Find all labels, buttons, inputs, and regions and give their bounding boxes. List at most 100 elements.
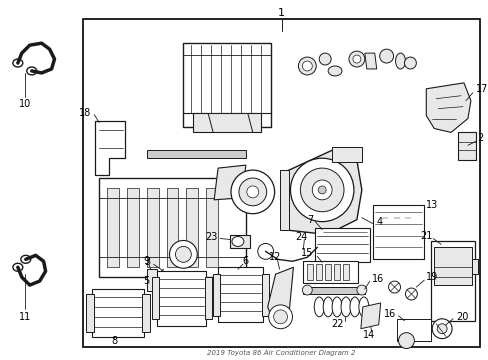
Bar	[213, 274, 220, 316]
Bar	[325, 264, 330, 280]
Ellipse shape	[340, 297, 350, 317]
Ellipse shape	[246, 186, 258, 198]
Bar	[316, 264, 322, 280]
Ellipse shape	[314, 297, 324, 317]
Ellipse shape	[318, 186, 325, 194]
Ellipse shape	[169, 240, 197, 268]
Ellipse shape	[27, 67, 37, 75]
Ellipse shape	[298, 57, 316, 75]
Ellipse shape	[323, 297, 332, 317]
Ellipse shape	[13, 263, 23, 271]
Bar	[306, 264, 313, 280]
Text: 19: 19	[426, 272, 438, 282]
Ellipse shape	[327, 66, 341, 76]
Text: 16: 16	[371, 274, 383, 284]
Ellipse shape	[379, 49, 393, 63]
Bar	[142, 294, 149, 332]
Text: 20: 20	[455, 312, 468, 322]
Ellipse shape	[290, 158, 353, 222]
Ellipse shape	[257, 243, 273, 259]
Bar	[333, 264, 339, 280]
Ellipse shape	[239, 178, 266, 206]
Polygon shape	[364, 53, 376, 69]
Ellipse shape	[349, 297, 359, 317]
Polygon shape	[208, 113, 252, 132]
Ellipse shape	[331, 297, 341, 317]
Text: 3: 3	[144, 257, 150, 267]
Text: 12: 12	[269, 252, 281, 262]
Ellipse shape	[398, 333, 413, 348]
Ellipse shape	[312, 180, 331, 200]
Ellipse shape	[358, 297, 368, 317]
Polygon shape	[426, 83, 470, 132]
Text: 17: 17	[475, 84, 487, 94]
Bar	[146, 188, 158, 267]
Bar	[396, 319, 430, 341]
Bar	[107, 188, 119, 267]
Ellipse shape	[273, 310, 287, 324]
Ellipse shape	[302, 61, 312, 71]
Text: 7: 7	[306, 215, 313, 225]
Bar	[471, 259, 477, 274]
Polygon shape	[360, 303, 380, 329]
Text: 4: 4	[376, 217, 382, 227]
Text: 2019 Toyota 86 Air Conditioner Diagram 2: 2019 Toyota 86 Air Conditioner Diagram 2	[207, 350, 355, 356]
Ellipse shape	[388, 281, 400, 293]
Bar	[315, 228, 369, 262]
Bar	[183, 43, 270, 127]
Ellipse shape	[268, 305, 292, 329]
Bar	[433, 247, 471, 285]
Text: 21: 21	[419, 230, 431, 240]
Bar	[303, 261, 357, 283]
Ellipse shape	[436, 324, 446, 334]
Ellipse shape	[13, 59, 23, 67]
Bar	[146, 150, 245, 158]
Bar	[218, 267, 262, 322]
Ellipse shape	[319, 53, 330, 65]
Ellipse shape	[431, 319, 451, 339]
Bar	[205, 277, 212, 319]
Text: 6: 6	[243, 256, 248, 266]
Bar	[186, 188, 198, 267]
Bar	[146, 269, 156, 291]
Ellipse shape	[352, 55, 360, 63]
Ellipse shape	[395, 53, 405, 69]
Text: 24: 24	[294, 231, 306, 242]
Bar	[430, 242, 474, 321]
Ellipse shape	[21, 255, 31, 263]
Bar	[206, 188, 218, 267]
Ellipse shape	[302, 285, 312, 295]
Text: 13: 13	[426, 200, 438, 210]
Text: 22: 22	[330, 319, 343, 329]
Text: 9: 9	[143, 256, 149, 266]
Text: 5: 5	[143, 276, 149, 286]
Text: 15: 15	[301, 248, 313, 258]
Bar	[83, 19, 479, 347]
Bar	[92, 289, 143, 337]
Bar	[457, 132, 475, 160]
Ellipse shape	[231, 237, 244, 247]
Ellipse shape	[356, 285, 366, 295]
Ellipse shape	[230, 170, 274, 214]
Bar	[261, 274, 268, 316]
Ellipse shape	[404, 57, 415, 69]
Bar	[151, 277, 158, 319]
Ellipse shape	[175, 247, 191, 262]
Bar	[331, 147, 361, 162]
Bar	[156, 271, 206, 326]
Bar	[126, 188, 139, 267]
Bar	[229, 234, 249, 248]
Text: 14: 14	[362, 330, 374, 339]
Text: 2: 2	[476, 133, 482, 143]
Text: 18: 18	[79, 108, 91, 118]
Polygon shape	[214, 165, 245, 200]
Polygon shape	[95, 121, 124, 175]
Ellipse shape	[348, 51, 364, 67]
Bar	[99, 178, 245, 277]
Text: 1: 1	[278, 8, 285, 18]
Bar	[372, 205, 424, 259]
Text: 11: 11	[19, 312, 31, 322]
Bar	[193, 113, 260, 132]
Bar	[342, 264, 348, 280]
Ellipse shape	[300, 168, 343, 212]
